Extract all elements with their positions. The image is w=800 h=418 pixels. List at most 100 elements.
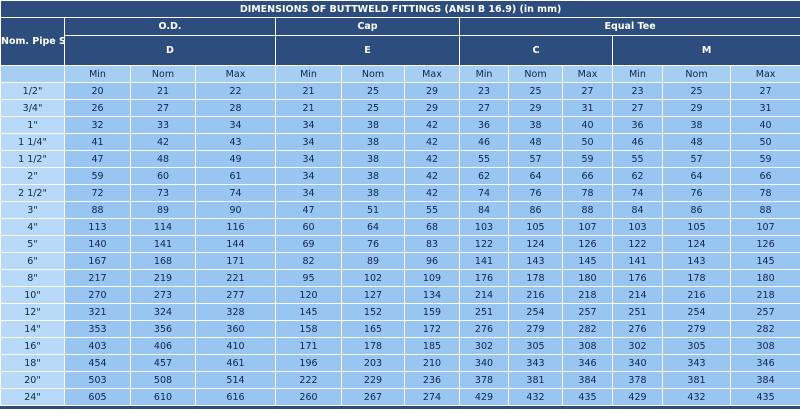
e-value-cell: 21 [275,99,342,117]
table-row: 10" 270 273 277 120 127 134 214 216 218 214 216 218 [0,286,800,304]
e-value-cell: 29 [404,82,460,100]
c-value-cell: 46 [459,133,509,151]
d-value-cell: 32 [64,116,131,134]
m-value-cell: 279 [662,320,731,338]
e-value-cell: 38 [341,150,405,168]
c-value-cell: 176 [459,269,509,287]
table-row: 18" 454 457 461 196 203 210 340 343 346 340 343 346 [0,354,800,372]
m-header: M [611,35,800,66]
m-value-cell: 46 [612,133,663,151]
min-nom-max-label: Max [729,65,800,83]
c-value-cell: 340 [459,354,509,372]
d-value-cell: 328 [195,303,276,321]
m-value-cell: 432 [662,388,731,406]
min-nom-max-label: Max [195,65,276,83]
e-value-cell: 51 [341,201,405,219]
min-nom-max-label: Max [562,65,613,83]
e-value-cell: 55 [404,201,460,219]
d-value-cell: 356 [130,320,196,338]
e-value-cell: 178 [341,337,405,355]
m-value-cell: 340 [612,354,663,372]
m-value-cell: 86 [662,201,731,219]
d-value-cell: 61 [195,167,276,185]
e-value-cell: 34 [275,150,342,168]
d-value-cell: 217 [64,269,131,287]
m-value-cell: 429 [612,388,663,406]
table-row: 1/2" 20 21 22 21 25 29 23 25 27 23 25 27 [0,82,800,100]
d-value-cell: 616 [195,388,276,406]
e-value-cell: 42 [404,167,460,185]
d-value-cell: 114 [130,218,196,236]
min-nom-max-label: Nom [662,65,731,83]
c-value-cell: 384 [562,371,613,389]
pipe-size-cell: 1/2" [0,82,65,100]
d-value-cell: 33 [130,116,196,134]
d-value-cell: 59 [64,167,131,185]
c-value-cell: 105 [508,218,563,236]
m-value-cell: 36 [612,116,663,134]
e-value-cell: 82 [275,252,342,270]
d-value-cell: 270 [64,286,131,304]
m-value-cell: 88 [729,201,800,219]
m-value-cell: 251 [612,303,663,321]
c-value-cell: 216 [508,286,563,304]
m-value-cell: 55 [612,150,663,168]
table-row: 4" 113 114 116 60 64 68 103 105 107 103 105 107 [0,218,800,236]
d-value-cell: 20 [64,82,131,100]
d-value-cell: 503 [64,371,131,389]
m-value-cell: 27 [729,82,800,100]
e-value-cell: 60 [275,218,342,236]
m-value-cell: 276 [612,320,663,338]
e-value-cell: 29 [404,99,460,117]
m-value-cell: 31 [729,99,800,117]
m-value-cell: 64 [662,167,731,185]
min-nom-max-label: Min [275,65,342,83]
e-value-cell: 64 [341,218,405,236]
m-value-cell: 78 [729,184,800,202]
m-value-cell: 305 [662,337,731,355]
m-value-cell: 178 [662,269,731,287]
m-value-cell: 40 [729,116,800,134]
d-value-cell: 221 [195,269,276,287]
d-value-cell: 21 [130,82,196,100]
c-value-cell: 74 [459,184,509,202]
d-value-cell: 60 [130,167,196,185]
c-value-cell: 38 [508,116,563,134]
c-value-cell: 254 [508,303,563,321]
e-value-cell: 274 [404,388,460,406]
d-value-cell: 89 [130,201,196,219]
d-value-cell: 403 [64,337,131,355]
c-header: C [459,35,613,66]
d-value-cell: 508 [130,371,196,389]
e-value-cell: 76 [341,235,405,253]
d-value-cell: 171 [195,252,276,270]
d-value-cell: 73 [130,184,196,202]
e-value-cell: 109 [404,269,460,287]
e-value-cell: 34 [275,167,342,185]
c-value-cell: 346 [562,354,613,372]
e-value-cell: 96 [404,252,460,270]
d-value-cell: 168 [130,252,196,270]
table-row: 1 1/2" 47 48 49 34 38 42 55 57 59 55 57 59 [0,150,800,168]
c-value-cell: 88 [562,201,613,219]
table-row: 2 1/2" 72 73 74 34 38 42 74 76 78 74 76 78 [0,184,800,202]
d-value-cell: 360 [195,320,276,338]
c-value-cell: 103 [459,218,509,236]
e-value-cell: 236 [404,371,460,389]
d-value-cell: 219 [130,269,196,287]
c-value-cell: 57 [508,150,563,168]
c-value-cell: 381 [508,371,563,389]
m-value-cell: 257 [729,303,800,321]
c-value-cell: 27 [562,82,613,100]
e-value-cell: 25 [341,99,405,117]
min-nom-max-label: Min [64,65,131,83]
d-value-cell: 113 [64,218,131,236]
e-value-cell: 68 [404,218,460,236]
m-value-cell: 343 [662,354,731,372]
m-value-cell: 141 [612,252,663,270]
c-value-cell: 64 [508,167,563,185]
e-value-cell: 34 [275,116,342,134]
d-value-cell: 353 [64,320,131,338]
c-value-cell: 50 [562,133,613,151]
d-value-cell: 324 [130,303,196,321]
